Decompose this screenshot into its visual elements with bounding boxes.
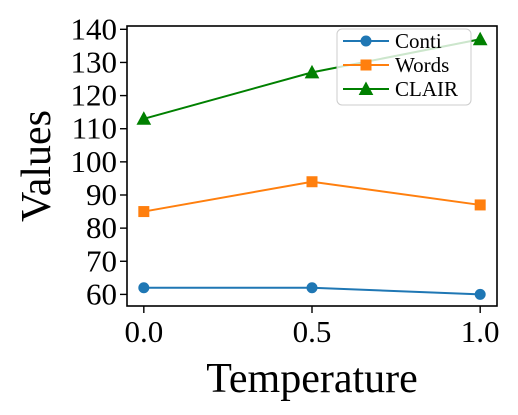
data-point-conti: [474, 288, 486, 300]
legend-box: [336, 28, 472, 106]
y-tick-label: 60: [86, 276, 117, 311]
y-tick-label: 90: [86, 177, 117, 212]
data-point-conti: [138, 282, 150, 294]
data-point-clair: [472, 31, 488, 46]
data-point-words: [474, 199, 486, 211]
y-tick-label: 120: [71, 78, 118, 113]
legend-label-words: Words: [395, 53, 449, 77]
data-point-clair: [136, 111, 152, 125]
y-tick-label: 130: [71, 44, 118, 79]
y-tick-label: 80: [86, 210, 117, 245]
data-point-clair: [304, 64, 320, 79]
y-tick-label: 110: [72, 111, 117, 146]
y-tick-label: 70: [86, 243, 117, 278]
y-tick-label: 140: [71, 11, 118, 46]
legend-marker-conti: [360, 35, 372, 47]
y-axis-label: Values: [14, 110, 60, 222]
x-axis-label: Temperature: [206, 356, 418, 402]
x-tick-label: 0.0: [124, 314, 163, 349]
plot-frame: [126, 25, 498, 307]
data-point-words: [138, 206, 150, 218]
legend-marker-clair: [358, 81, 374, 96]
x-tick-label: 0.5: [293, 314, 332, 349]
legend-label-clair: CLAIR: [395, 77, 458, 101]
legend-marker-words: [360, 59, 372, 71]
legend-label-conti: Conti: [395, 29, 442, 53]
data-point-words: [306, 176, 318, 188]
data-point-conti: [306, 282, 318, 294]
x-tick-label: 1.0: [461, 314, 500, 349]
y-tick-label: 100: [71, 144, 118, 179]
